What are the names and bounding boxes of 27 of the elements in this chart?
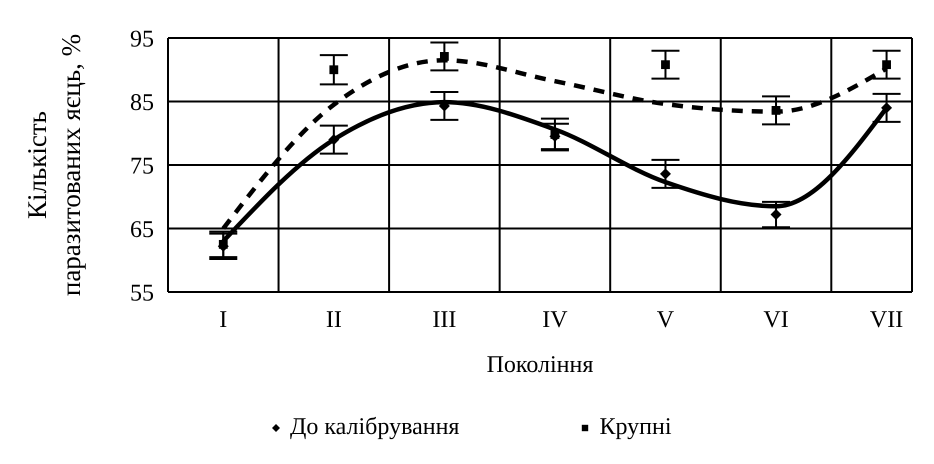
x-tick-label: V bbox=[656, 307, 675, 334]
point bbox=[770, 209, 782, 220]
x-tick-label: VI bbox=[763, 307, 789, 334]
point bbox=[550, 130, 560, 139]
x-tick-label: II bbox=[326, 307, 342, 334]
point bbox=[772, 106, 780, 115]
legend-label: До калібрування bbox=[289, 414, 460, 441]
point bbox=[218, 240, 228, 249]
y-tick-label: 95 bbox=[130, 26, 154, 53]
y-tick-label: 65 bbox=[130, 217, 154, 244]
point bbox=[881, 102, 892, 114]
x-tick-label: IV bbox=[542, 307, 568, 334]
x-tick-label: VII bbox=[870, 307, 904, 334]
y-tick-label: 85 bbox=[130, 90, 154, 116]
point bbox=[660, 168, 671, 180]
y-tick-label: 55 bbox=[130, 280, 154, 307]
point bbox=[661, 60, 670, 70]
point bbox=[329, 65, 338, 74]
point bbox=[440, 52, 449, 61]
y-tick-label: 75 bbox=[130, 154, 154, 180]
y-axis-title: Кількість паразитованих яєць, % bbox=[22, 34, 86, 296]
x-axis-title: Покоління bbox=[486, 352, 594, 378]
point bbox=[328, 134, 340, 146]
legend-label: Крупні bbox=[598, 414, 672, 441]
x-tick-label: III bbox=[432, 307, 456, 334]
point bbox=[882, 60, 891, 70]
x-tick-label: I bbox=[219, 307, 228, 334]
